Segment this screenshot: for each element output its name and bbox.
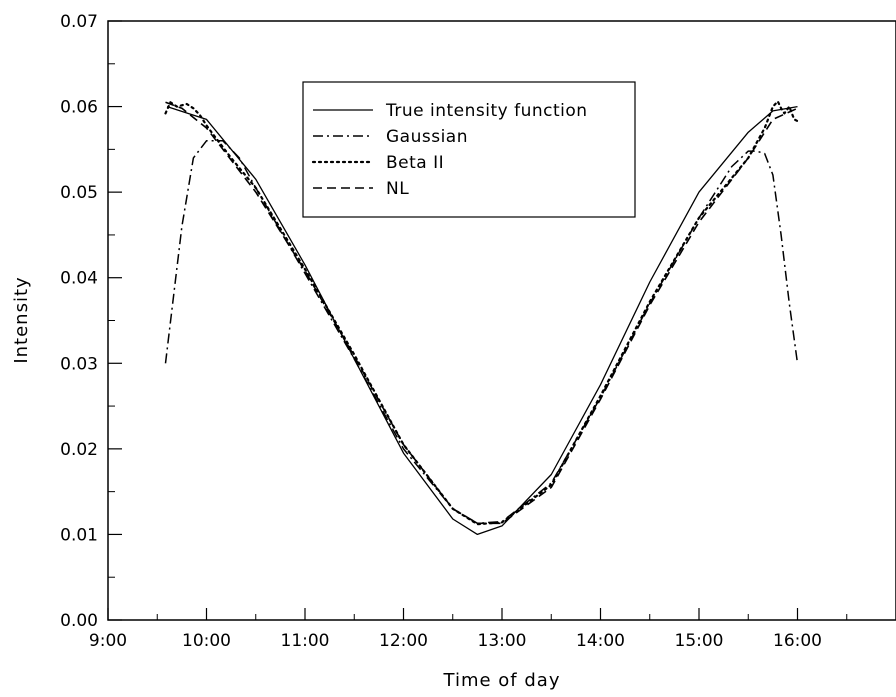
y-tick-label: 0.03 — [60, 354, 98, 374]
x-tick-label: 16:00 — [773, 631, 822, 651]
legend-box — [302, 81, 636, 218]
x-tick-label: 15:00 — [675, 631, 724, 651]
series-layer — [164, 100, 799, 536]
y-tick-label: 0.05 — [60, 183, 98, 203]
legend-label: NL — [386, 179, 409, 199]
series-line-nl — [165, 101, 798, 525]
legend-label: True intensity function — [385, 101, 588, 121]
y-axis: 0.00 0.01 0.02 0.03 0.04 0.05 0.06 0.07 — [60, 12, 122, 631]
series-line-gaussian — [164, 140, 799, 525]
x-tick-label: 12:00 — [379, 631, 428, 651]
legend-label: Beta II — [386, 153, 444, 173]
y-tick-label: 0.04 — [60, 269, 98, 289]
x-axis: 9:00 10:00 11:00 12:00 13:00 14:00 15:00 16:00 — [89, 608, 848, 651]
legend: True intensity function Gaussian Beta II NL — [302, 81, 636, 218]
x-tick-label: 10:00 — [182, 631, 231, 651]
x-tick-label: 14:00 — [576, 631, 625, 651]
x-tick-label: 11:00 — [281, 631, 330, 651]
y-tick-label: 0.07 — [60, 12, 98, 32]
legend-label: Gaussian — [386, 127, 468, 147]
y-tick-label: 0.06 — [60, 98, 98, 118]
x-tick-label: 13:00 — [478, 631, 527, 651]
x-tick-label: 9:00 — [89, 631, 127, 651]
x-axis-title: Time of day — [443, 670, 561, 691]
y-axis-title: Intensity — [11, 276, 32, 363]
series-line-beta-ii — [164, 100, 799, 526]
y-tick-label: 0.01 — [60, 525, 98, 545]
y-tick-label: 0.02 — [60, 440, 98, 460]
series-line-true-intensity-function — [166, 105, 798, 536]
y-tick-label: 0.00 — [60, 611, 98, 631]
